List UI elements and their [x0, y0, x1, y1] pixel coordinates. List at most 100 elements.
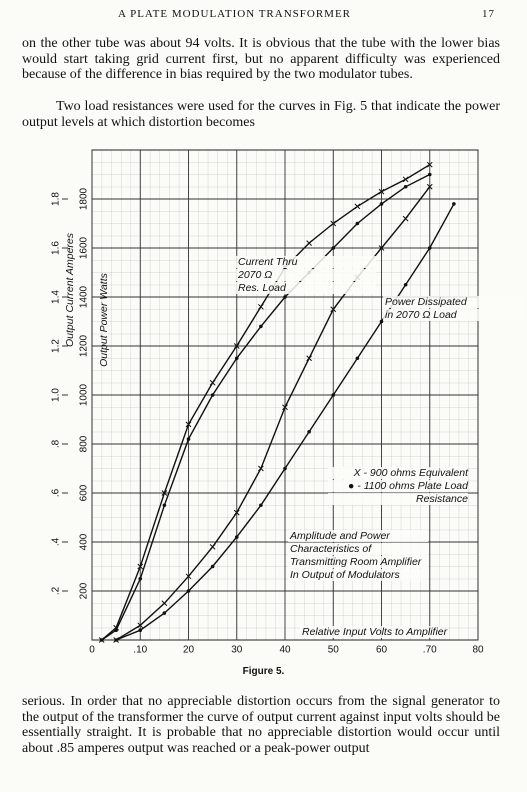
- series-line: [115, 186, 431, 641]
- figure-caption: Figure 5.: [242, 666, 285, 677]
- page-number: 17: [482, 8, 495, 20]
- y-tick-label: 1800: [79, 187, 90, 210]
- point-marker: [137, 563, 144, 570]
- y-tick-label: 1200: [79, 334, 90, 357]
- annotation: Current Thru: [238, 256, 298, 268]
- y-axis-title: Output Power Watts: [98, 272, 110, 367]
- annotation-bg: [328, 467, 468, 479]
- point-marker: [186, 437, 191, 441]
- y-tick-label: 1000: [79, 383, 90, 406]
- point-marker: [114, 638, 118, 642]
- point-marker: [233, 343, 240, 349]
- point-marker: [99, 638, 104, 642]
- point-marker: [330, 306, 337, 313]
- point-marker: [306, 240, 312, 246]
- annotation-bg: [328, 480, 468, 492]
- x-tick-label: .70: [423, 645, 437, 656]
- point-marker: [233, 509, 240, 516]
- point-marker: [355, 221, 360, 226]
- y2-tick-label: .8: [51, 439, 62, 448]
- annotation: Transmitting Room Amplifier: [290, 556, 422, 568]
- y2-tick-label: 1.8: [51, 192, 62, 206]
- point-marker: [114, 628, 118, 632]
- y-tick-label: 800: [79, 435, 90, 452]
- point-marker: [379, 319, 384, 324]
- point-marker: [209, 544, 216, 550]
- point-marker: [330, 220, 337, 227]
- point-marker: [234, 535, 239, 539]
- annotation-bg: [236, 282, 376, 294]
- point-marker: [283, 295, 287, 299]
- paragraph: Two load resistances were used for the c…: [22, 99, 500, 130]
- annotation: ● - 1100 ohms Plate Load: [348, 480, 469, 492]
- annotation: In Output of Modulators: [290, 569, 400, 581]
- annotation-bg: [236, 269, 376, 281]
- point-marker: [186, 589, 191, 593]
- point-marker: [185, 421, 192, 428]
- running-title: A PLATE MODULATION TRANSFORMER: [118, 8, 352, 20]
- annotation: Power Dissipated: [385, 296, 468, 308]
- point-marker: [161, 600, 168, 607]
- x-tick-label: 30: [231, 645, 243, 656]
- point-marker: [162, 503, 167, 508]
- point-marker: [403, 184, 408, 189]
- point-marker: [378, 245, 385, 251]
- point-marker: [306, 355, 312, 362]
- annotation: in 2070 Ω Load: [385, 309, 458, 321]
- point-marker: [258, 303, 264, 310]
- x-tick-label: 80: [472, 645, 484, 656]
- y-tick-label: 400: [79, 533, 90, 550]
- x-tick-label: .10: [133, 645, 147, 656]
- point-marker: [258, 465, 264, 472]
- point-marker: [282, 404, 288, 411]
- point-marker: [162, 611, 167, 615]
- point-marker: [138, 576, 143, 581]
- y2-tick-label: 1.2: [51, 339, 62, 353]
- y2-tick-label: 1.4: [51, 290, 62, 304]
- point-marker: [426, 183, 433, 190]
- annotation-bg: [288, 556, 428, 568]
- point-marker: [210, 564, 215, 569]
- annotation: Characteristics of: [290, 543, 372, 555]
- annotation-bg: [383, 309, 523, 321]
- annotation-bg: [328, 493, 468, 505]
- paragraph: on the other tube was about 94 volts. It…: [22, 36, 500, 82]
- annotation: Res. Load: [238, 282, 287, 294]
- point-marker: [234, 356, 239, 361]
- point-marker: [209, 379, 216, 386]
- point-marker: [307, 429, 311, 434]
- y-tick-label: 200: [79, 582, 90, 599]
- point-marker: [259, 503, 263, 508]
- annotation: Resistance: [416, 493, 468, 505]
- paragraph: serious. In order that no appreciable di…: [22, 694, 500, 756]
- y-tick-label: 600: [79, 484, 90, 501]
- point-marker: [331, 393, 336, 397]
- y-tick-label: 1600: [79, 236, 90, 259]
- y2-tick-label: .6: [51, 488, 62, 497]
- point-marker: [355, 356, 360, 361]
- annotation: Relative Input Volts to Amplifier: [302, 626, 448, 638]
- annotation-bg: [288, 569, 428, 581]
- point-marker: [354, 203, 361, 210]
- y2-axis-title: Output Current Amperes: [64, 232, 76, 347]
- y2-tick-label: .2: [51, 586, 62, 595]
- y-tick-label: 1400: [79, 285, 90, 308]
- x-tick-label: 0: [89, 645, 95, 656]
- x-tick-label: 40: [279, 645, 291, 656]
- point-marker: [379, 202, 384, 206]
- annotation-bg: [288, 530, 428, 542]
- point-marker: [402, 176, 409, 183]
- y2-tick-label: 1.6: [51, 241, 62, 255]
- point-marker: [427, 172, 432, 177]
- point-marker: [137, 622, 144, 629]
- annotation-bg: [236, 256, 376, 268]
- point-marker: [185, 573, 192, 580]
- point-marker: [426, 161, 433, 168]
- annotation: 2070 Ω: [237, 269, 272, 281]
- point-marker: [427, 246, 432, 250]
- x-tick-label: 60: [376, 645, 388, 656]
- point-marker: [259, 324, 263, 329]
- point-marker: [283, 466, 287, 471]
- annotation: Amplitude and Power: [289, 530, 390, 542]
